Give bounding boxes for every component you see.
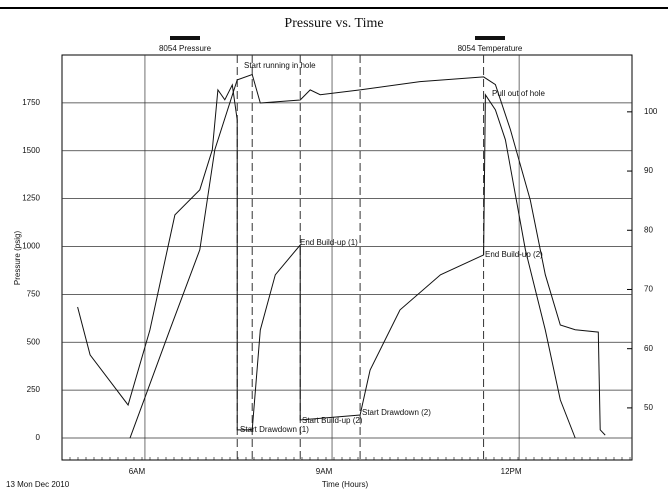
x-tick-label: 6AM bbox=[129, 467, 146, 476]
y-axis-label: Pressure (psig) bbox=[13, 231, 22, 286]
annotation: Start running in hole bbox=[244, 61, 316, 70]
annotation: Start Build-up (2) bbox=[302, 416, 363, 425]
annotation: Start Drawdown (2) bbox=[362, 408, 431, 417]
y-tick-label: 1750 bbox=[22, 98, 40, 107]
chart-title: Pressure vs. Time bbox=[284, 16, 383, 31]
y-tick-label: 1250 bbox=[22, 194, 40, 203]
x-tick-label: 9AM bbox=[316, 467, 333, 476]
y-tick-label: 250 bbox=[27, 385, 41, 394]
y2-tick-label: 50 bbox=[644, 403, 653, 412]
y2-tick-label: 70 bbox=[644, 285, 653, 294]
y-tick-label: 500 bbox=[27, 337, 41, 346]
y-tick-label: 0 bbox=[36, 433, 41, 442]
legend-label: 8054 Temperature bbox=[458, 44, 523, 53]
annotation: End Build-up (2) bbox=[485, 250, 543, 259]
series-line bbox=[129, 73, 606, 439]
series-line bbox=[77, 83, 576, 439]
annotation: End Build-up (1) bbox=[300, 238, 358, 247]
y2-tick-label: 90 bbox=[644, 166, 653, 175]
plot-frame bbox=[61, 54, 633, 461]
y2-tick-label: 100 bbox=[644, 107, 658, 116]
footnote: 13 Mon Dec 2010 bbox=[6, 480, 70, 489]
x-tick-label: 12PM bbox=[501, 467, 522, 476]
legend-label: 8054 Pressure bbox=[159, 44, 212, 53]
annotation: Pull out of hole bbox=[492, 89, 545, 98]
y-tick-label: 1000 bbox=[22, 242, 40, 251]
y2-tick-label: 80 bbox=[644, 225, 653, 234]
y-tick-label: 750 bbox=[27, 289, 41, 298]
y-tick-label: 1500 bbox=[22, 146, 40, 155]
x-axis-label: Time (Hours) bbox=[322, 480, 369, 489]
annotation: Start Drawdown (1) bbox=[240, 425, 309, 434]
y2-tick-label: 60 bbox=[644, 344, 653, 353]
